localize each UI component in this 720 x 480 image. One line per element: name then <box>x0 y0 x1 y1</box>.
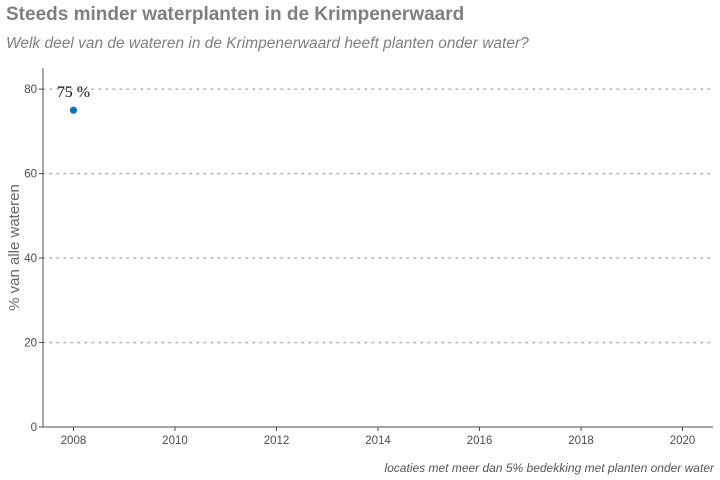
chart-caption: locaties met meer dan 5% bedekking met p… <box>384 461 714 475</box>
x-tick-label: 2010 <box>162 435 188 447</box>
data-point <box>69 106 78 114</box>
y-tick-label: 0 <box>31 422 37 434</box>
x-tick-label: 2016 <box>467 435 493 447</box>
x-tick-label: 2014 <box>365 435 391 447</box>
chart-subtitle: Welk deel van de wateren in de Krimpener… <box>6 35 529 52</box>
y-axis-title: % van alle wateren <box>6 184 23 311</box>
data-label: 75 % <box>57 84 90 101</box>
y-tick-label: 80 <box>24 84 37 96</box>
y-tick-label: 40 <box>24 253 37 265</box>
y-tick-label: 20 <box>24 338 37 350</box>
x-tick-label: 2018 <box>568 435 594 447</box>
x-tick-label: 2008 <box>61 435 87 447</box>
x-tick-label: 2012 <box>264 435 290 447</box>
chart-title: Steeds minder waterplanten in de Krimpen… <box>6 4 465 25</box>
x-tick-label: 2020 <box>670 435 696 447</box>
y-tick-label: 60 <box>24 169 37 181</box>
